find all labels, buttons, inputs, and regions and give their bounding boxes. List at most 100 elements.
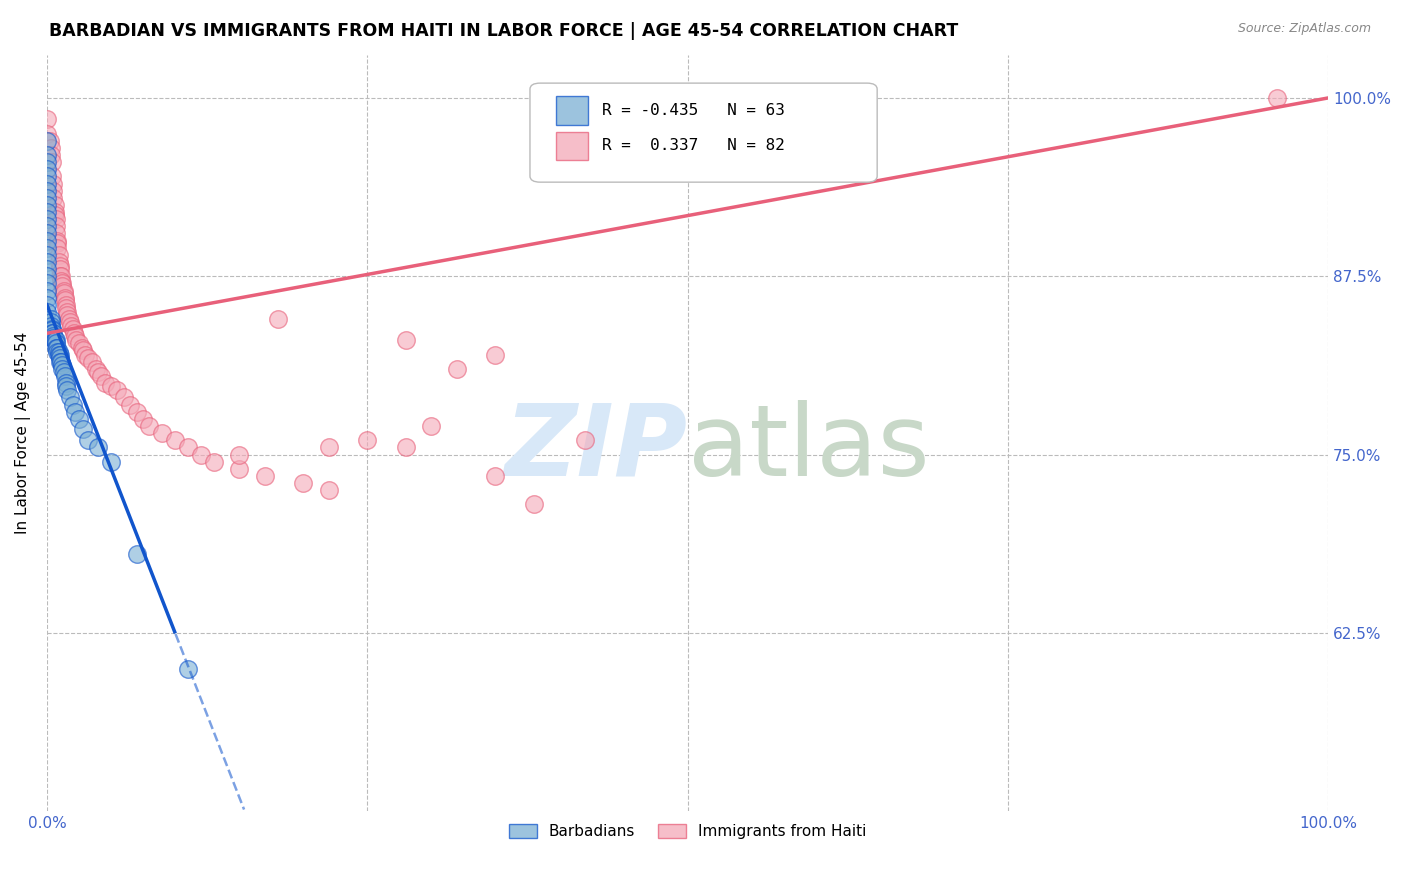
Point	[49, 355, 72, 369]
Point	[395, 334, 418, 348]
Point	[77, 434, 100, 448]
Point	[44, 198, 66, 212]
Point	[45, 334, 67, 348]
Point	[41, 322, 63, 336]
Point	[44, 334, 66, 348]
Point	[35, 227, 58, 241]
Point	[35, 219, 58, 234]
Point	[53, 293, 76, 308]
Point	[35, 134, 58, 148]
Point	[132, 412, 155, 426]
Point	[52, 286, 75, 301]
Point	[62, 398, 84, 412]
Text: R =  0.337   N = 82: R = 0.337 N = 82	[602, 138, 785, 153]
Point	[35, 169, 58, 184]
FancyBboxPatch shape	[555, 96, 588, 125]
Point	[46, 234, 69, 248]
Point	[72, 422, 94, 436]
Point	[49, 355, 72, 369]
Point	[523, 498, 546, 512]
Point	[49, 273, 72, 287]
Point	[51, 279, 73, 293]
Point	[52, 365, 75, 379]
Point	[107, 384, 129, 398]
Text: ZIP: ZIP	[505, 400, 688, 497]
Text: BARBADIAN VS IMMIGRANTS FROM HAITI IN LABOR FORCE | AGE 45-54 CORRELATION CHART: BARBADIAN VS IMMIGRANTS FROM HAITI IN LA…	[49, 22, 959, 40]
Point	[42, 326, 65, 341]
Point	[446, 362, 468, 376]
Point	[165, 434, 187, 448]
Point	[150, 426, 173, 441]
Point	[70, 341, 93, 355]
Point	[318, 483, 340, 498]
Point	[228, 448, 250, 462]
Point	[51, 362, 73, 376]
Point	[35, 269, 58, 284]
Point	[356, 434, 378, 448]
Point	[39, 312, 62, 326]
Point	[87, 365, 110, 379]
Point	[35, 262, 58, 277]
Point	[63, 326, 86, 341]
Point	[35, 191, 58, 205]
FancyBboxPatch shape	[555, 131, 588, 161]
Point	[202, 455, 225, 469]
Point	[395, 441, 418, 455]
Point	[318, 441, 340, 455]
Point	[35, 284, 58, 298]
Point	[39, 319, 62, 334]
Point	[48, 255, 70, 269]
Point	[35, 305, 58, 319]
Point	[65, 334, 87, 348]
Point	[77, 351, 100, 365]
Text: Source: ZipAtlas.com: Source: ZipAtlas.com	[1237, 22, 1371, 36]
Point	[49, 348, 72, 362]
Point	[1265, 91, 1288, 105]
Point	[49, 262, 72, 277]
Point	[39, 315, 62, 329]
Point	[49, 269, 72, 284]
Point	[45, 341, 67, 355]
Point	[52, 284, 75, 298]
Text: R = -0.435   N = 63: R = -0.435 N = 63	[602, 103, 785, 118]
Point	[41, 155, 63, 169]
Point	[80, 355, 103, 369]
Point	[35, 255, 58, 269]
Text: atlas: atlas	[688, 400, 929, 497]
Point	[35, 198, 58, 212]
Point	[48, 348, 70, 362]
Point	[35, 212, 58, 227]
Point	[51, 277, 73, 291]
Point	[53, 291, 76, 305]
Point	[45, 219, 67, 234]
Point	[72, 343, 94, 358]
Point	[44, 208, 66, 222]
Point	[55, 301, 77, 315]
Point	[35, 148, 58, 162]
Point	[125, 405, 148, 419]
Point	[39, 148, 62, 162]
Point	[42, 184, 65, 198]
Point	[228, 462, 250, 476]
Point	[190, 448, 212, 462]
Point	[75, 348, 97, 362]
FancyBboxPatch shape	[530, 83, 877, 182]
Point	[46, 241, 69, 255]
Point	[35, 127, 58, 141]
Point	[49, 259, 72, 273]
Point	[42, 329, 65, 343]
Point	[484, 469, 506, 483]
Point	[41, 323, 63, 337]
Point	[56, 305, 79, 319]
Point	[35, 184, 58, 198]
Point	[292, 476, 315, 491]
Point	[138, 419, 160, 434]
Point	[55, 298, 77, 312]
Point	[58, 312, 80, 326]
Point	[35, 162, 58, 177]
Point	[51, 358, 73, 372]
Point	[42, 191, 65, 205]
Point	[46, 341, 69, 355]
Point	[484, 348, 506, 362]
Point	[53, 369, 76, 384]
